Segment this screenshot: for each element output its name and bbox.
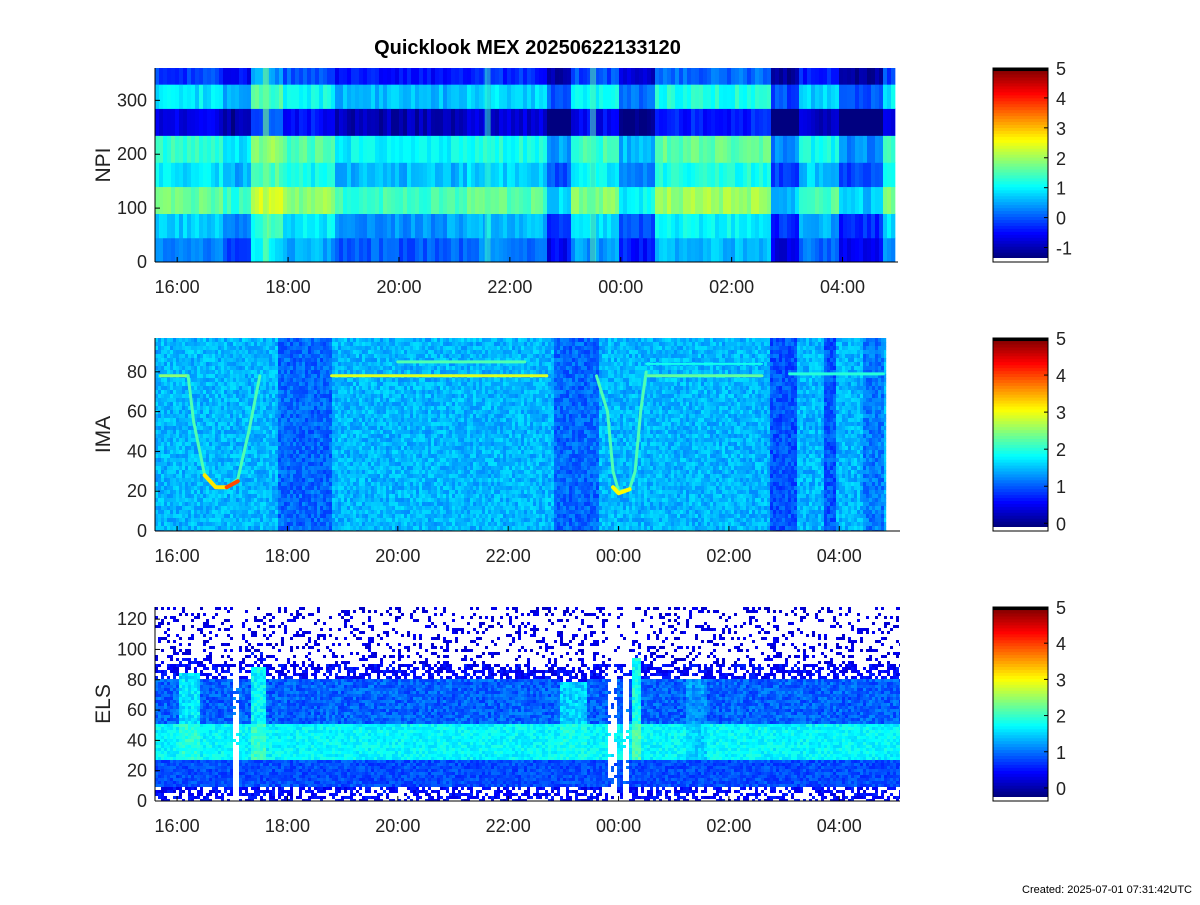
ima-x-tick-label: 20:00 — [375, 546, 420, 566]
npi-colorbar-tick-label: -1 — [1056, 239, 1072, 259]
els-x-tick-label: 04:00 — [817, 816, 862, 836]
npi-colorbar-tick-label: 1 — [1056, 179, 1066, 199]
ima-x-tick-label: 04:00 — [817, 546, 862, 566]
ima-x-tick-label: 18:00 — [265, 546, 310, 566]
npi-x-tick-label: 16:00 — [155, 277, 200, 297]
npi-y-tick-label: 200 — [117, 144, 147, 164]
npi-panel: 16:00 18:00 20:00 22:00 00:00 02:00 04:00 0 100 2… — [92, 59, 1072, 297]
ima-colorbar: 0 1 2 3 4 5 — [993, 329, 1066, 534]
npi-x-tick-label: 02:00 — [709, 277, 754, 297]
npi-colorbar-tick-label: 2 — [1056, 149, 1066, 169]
els-y-axis-label: ELS — [92, 684, 115, 724]
ima-x-tick-label: 22:00 — [486, 546, 531, 566]
ima-y-tick-label: 60 — [127, 402, 147, 422]
els-y-tick-label: 80 — [127, 670, 147, 690]
npi-colorbar-tick-label: 0 — [1056, 209, 1066, 229]
npi-x-tick-label: 18:00 — [266, 277, 311, 297]
ima-colorbar-tick-label: 3 — [1056, 403, 1066, 423]
ima-colorbar-tick-label: 4 — [1056, 366, 1066, 386]
ima-y-tick-label: 40 — [127, 441, 147, 461]
els-y-tick-label: 60 — [127, 700, 147, 720]
els-x-tick-label: 22:00 — [486, 816, 531, 836]
els-colorbar-tick-label: 2 — [1056, 707, 1066, 727]
npi-y-tick-label: 300 — [117, 90, 147, 110]
ima-y-axis-label: IMA — [92, 416, 115, 453]
els-x-tick-label: 02:00 — [706, 816, 751, 836]
els-spectrogram — [155, 607, 902, 802]
ima-x-tick-label: 02:00 — [706, 546, 751, 566]
ima-colorbar-tick-label: 0 — [1056, 514, 1066, 534]
npi-x-tick-label: 00:00 — [598, 277, 643, 297]
figure-title: Quicklook MEX 20250622133120 — [0, 37, 1055, 60]
els-colorbar-tick-label: 1 — [1056, 743, 1066, 763]
npi-colorbar-tick-label: 5 — [1056, 59, 1066, 79]
els-colorbar-tick-label: 3 — [1056, 670, 1066, 690]
ima-colorbar-tick-label: 1 — [1056, 477, 1066, 497]
els-colorbar-tick-label: 5 — [1056, 598, 1066, 618]
npi-x-tick-label: 20:00 — [376, 277, 421, 297]
els-y-tick-label: 120 — [117, 609, 147, 629]
els-x-tick-label: 20:00 — [375, 816, 420, 836]
els-colorbar: 0 1 2 3 4 5 — [993, 598, 1066, 801]
ima-y-tick-label: 80 — [127, 362, 147, 382]
npi-x-tick-label: 04:00 — [820, 277, 865, 297]
els-x-tick-label: 00:00 — [596, 816, 641, 836]
els-y-tick-label: 0 — [137, 791, 147, 811]
npi-y-tick-label: 0 — [137, 252, 147, 272]
els-y-tick-label: 40 — [127, 730, 147, 750]
els-y-tick-label: 20 — [127, 761, 147, 781]
npi-y-axis-label: NPI — [92, 147, 115, 182]
els-x-tick-label: 16:00 — [155, 816, 200, 836]
npi-colorbar-tick-label: 4 — [1056, 89, 1066, 109]
els-colorbar-tick-label: 0 — [1056, 779, 1066, 799]
npi-colorbar-tick-label: 3 — [1056, 119, 1066, 139]
npi-spectrogram — [155, 68, 900, 263]
els-colorbar-tick-label: 4 — [1056, 634, 1066, 654]
els-y-tick-label: 100 — [117, 639, 147, 659]
ima-y-tick-label: 20 — [127, 481, 147, 501]
ima-colorbar-tick-label: 2 — [1056, 440, 1066, 460]
npi-y-tick-label: 100 — [117, 198, 147, 218]
creation-timestamp: Created: 2025-07-01 07:31:42UTC — [1022, 884, 1192, 896]
ima-colorbar-tick-label: 5 — [1056, 329, 1066, 349]
ima-x-tick-label: 00:00 — [596, 546, 641, 566]
ima-x-tick-label: 16:00 — [155, 546, 200, 566]
npi-colorbar: -1 0 1 2 3 4 5 — [993, 59, 1072, 262]
ima-y-tick-label: 0 — [137, 521, 147, 541]
npi-x-tick-label: 22:00 — [487, 277, 532, 297]
ima-spectrogram — [155, 338, 888, 535]
els-x-tick-label: 18:00 — [265, 816, 310, 836]
